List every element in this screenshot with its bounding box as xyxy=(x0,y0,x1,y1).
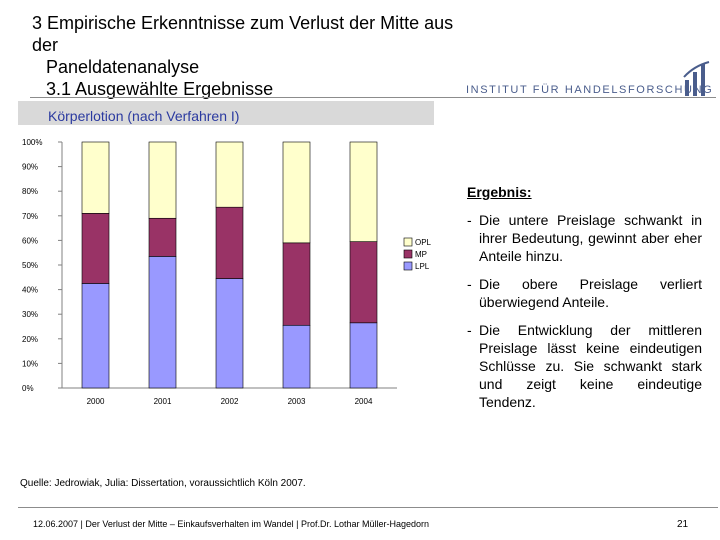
x-tick-label: 2003 xyxy=(288,397,306,406)
x-tick-label: 2004 xyxy=(355,397,373,406)
bar-segment-opl xyxy=(148,141,177,219)
x-tick-label: 2001 xyxy=(154,397,172,406)
result-bullet: - Die Entwicklung der mittleren Preislag… xyxy=(467,322,702,410)
result-heading: Ergebnis: xyxy=(467,184,532,200)
bar-segment-opl xyxy=(349,141,378,242)
result-bullet-text: Die untere Preislage schwankt in ihrer B… xyxy=(479,212,702,264)
y-tick-label: 20% xyxy=(22,335,38,344)
y-tick-label: 0% xyxy=(22,384,34,393)
bar-segment-mp xyxy=(148,217,177,257)
result-bullet-text: Die Entwicklung der mittleren Preislage … xyxy=(479,322,702,410)
logo-text: INSTITUT FÜR HANDELSFORSCHUNG xyxy=(466,84,714,96)
bar-segment-lpl xyxy=(81,283,110,389)
header-divider xyxy=(30,97,716,98)
chart-title: Körperlotion (nach Verfahren I) xyxy=(48,108,240,124)
legend-label: MP xyxy=(415,250,427,259)
y-tick-label: 30% xyxy=(22,310,38,319)
bar-segment-opl xyxy=(215,141,244,208)
result-bullet: - Die obere Preislage verliert überwiege… xyxy=(467,276,702,310)
y-tick-label: 70% xyxy=(22,212,38,221)
slide-title: 3 Empirische Erkenntnisse zum Verlust de… xyxy=(32,12,472,100)
bar-segment-opl xyxy=(282,141,311,244)
slide-subtitle: 3.1 Ausgewählte Ergebnisse xyxy=(46,79,274,99)
institute-logo: INSTITUT FÜR HANDELSFORSCHUNG xyxy=(466,60,716,100)
legend-swatch-lpl xyxy=(403,261,413,271)
bar-segment-lpl xyxy=(148,256,177,389)
slide-title-line2: Paneldatenanalyse xyxy=(46,57,200,77)
source-note: Quelle: Jedrowiak, Julia: Dissertation, … xyxy=(20,478,306,489)
bar-segment-mp xyxy=(215,206,244,279)
slide-title-line1: 3 Empirische Erkenntnisse zum Verlust de… xyxy=(32,13,454,55)
y-tick-label: 100% xyxy=(22,138,42,147)
y-tick-label: 10% xyxy=(22,359,38,368)
y-tick-label: 90% xyxy=(22,163,38,172)
x-tick-label: 2002 xyxy=(221,397,239,406)
legend-label: LPL xyxy=(415,262,430,271)
x-tick-label: 2000 xyxy=(87,397,105,406)
stacked-bar-chart: 0% 10% 20% 30% 40% 50% 60% 70% 80% 90% 100% 2000 200… xyxy=(22,138,432,406)
y-tick-label: 50% xyxy=(22,261,38,270)
footer-divider xyxy=(18,507,718,508)
result-bullet-text: Die obere Preislage verliert überwiegend… xyxy=(479,276,702,310)
bar-segment-mp xyxy=(282,242,311,326)
bar-segment-lpl xyxy=(215,278,244,389)
bar-segment-mp xyxy=(349,241,378,324)
page-number: 21 xyxy=(677,519,689,530)
result-box: Ergebnis: - Die untere Preislage schwank… xyxy=(467,183,702,421)
bar-segment-mp xyxy=(81,213,110,284)
y-tick-label: 60% xyxy=(22,236,38,245)
bar-segment-opl xyxy=(81,141,110,214)
y-tick-label: 80% xyxy=(22,187,38,196)
legend-swatch-mp xyxy=(403,249,413,259)
bar-segment-lpl xyxy=(282,324,311,389)
footer-text: 12.06.2007 | Der Verlust der Mitte – Ein… xyxy=(33,519,430,529)
bar-segment-lpl xyxy=(349,322,378,389)
result-bullet: - Die untere Preislage schwankt in ihrer… xyxy=(467,212,702,264)
chart-title-bar xyxy=(18,101,434,125)
legend-swatch-opl xyxy=(403,237,413,247)
legend-label: OPL xyxy=(415,238,432,247)
y-tick-label: 40% xyxy=(22,286,38,295)
logo-bars-icon xyxy=(683,61,710,96)
